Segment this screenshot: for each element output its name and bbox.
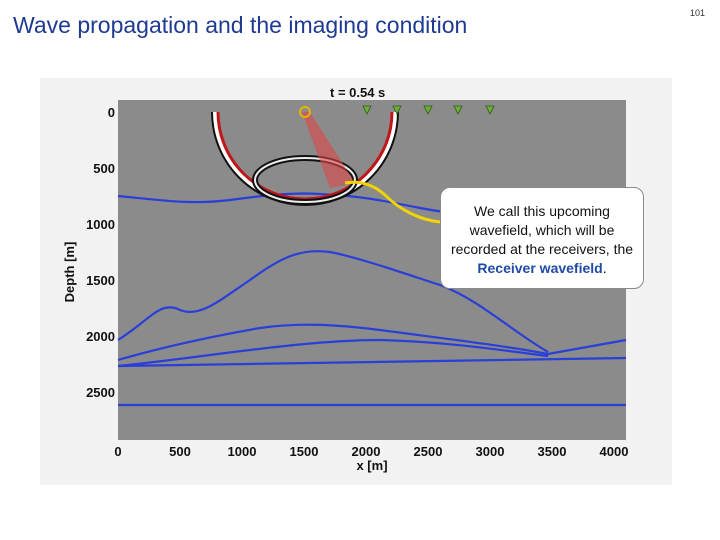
y-tick-label: 2000 (86, 329, 115, 344)
slide-title: Wave propagation and the imaging conditi… (13, 12, 468, 38)
source (299, 106, 311, 118)
x-tick-label: 3500 (538, 444, 567, 459)
y-tick-label: 1000 (86, 217, 115, 232)
wavefront (211, 111, 399, 206)
y-tick-label: 0 (108, 105, 115, 120)
x-tick-label: 500 (169, 444, 191, 459)
layers (117, 186, 627, 407)
y-axis-label: Depth [m] (62, 242, 77, 303)
x-tick-label: 3000 (476, 444, 505, 459)
callout-highlight: Receiver wavefield (477, 260, 603, 276)
callout-pointer (344, 180, 441, 224)
x-tick-label: 1000 (228, 444, 257, 459)
x-tick-label: 4000 (600, 444, 629, 459)
x-tick-label: 2000 (352, 444, 381, 459)
time-label: t = 0.54 s (330, 85, 385, 100)
receivers (362, 105, 495, 115)
page-number: 101 (690, 8, 706, 18)
y-tick-label: 2500 (86, 385, 115, 400)
x-tick-label: 0 (114, 444, 121, 459)
x-tick-label: 1500 (290, 444, 319, 459)
y-tick-label: 500 (93, 161, 115, 176)
callout-end: . (602, 260, 607, 276)
ray (302, 112, 355, 188)
x-tick-label: 2500 (414, 444, 443, 459)
callout-text: We call this upcoming wavefield, which w… (450, 203, 634, 257)
callout: We call this upcoming wavefield, which w… (440, 187, 644, 289)
x-axis-label: x [m] (356, 458, 387, 473)
y-tick-label: 1500 (86, 273, 115, 288)
